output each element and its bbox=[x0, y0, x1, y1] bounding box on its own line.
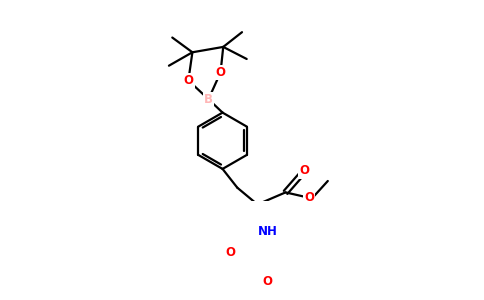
Text: O: O bbox=[183, 74, 194, 87]
Text: O: O bbox=[299, 164, 309, 177]
Text: O: O bbox=[225, 246, 235, 259]
Text: NH: NH bbox=[257, 225, 277, 238]
Text: O: O bbox=[304, 191, 314, 204]
Text: B: B bbox=[204, 93, 213, 106]
Text: O: O bbox=[262, 275, 272, 288]
Text: O: O bbox=[215, 66, 226, 79]
